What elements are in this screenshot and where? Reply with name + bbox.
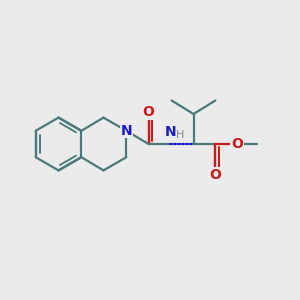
Text: O: O bbox=[142, 105, 154, 119]
Text: N: N bbox=[121, 124, 132, 138]
Text: O: O bbox=[209, 168, 221, 182]
Text: H: H bbox=[176, 130, 184, 140]
Text: O: O bbox=[231, 137, 243, 151]
Text: N: N bbox=[165, 124, 176, 139]
